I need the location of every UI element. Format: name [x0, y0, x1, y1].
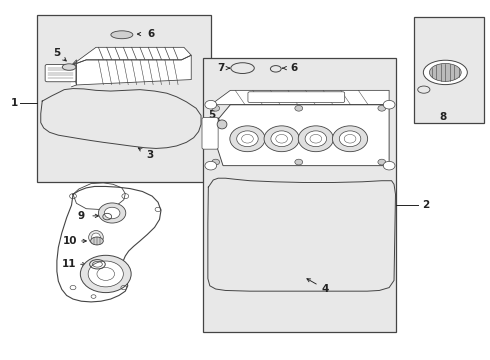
Ellipse shape [91, 237, 103, 245]
Circle shape [230, 126, 265, 152]
Polygon shape [211, 90, 389, 105]
Bar [203, 58, 396, 332]
Circle shape [378, 159, 386, 165]
Bar [414, 17, 485, 123]
Polygon shape [72, 60, 76, 87]
Circle shape [383, 100, 395, 109]
Circle shape [237, 131, 258, 147]
Circle shape [205, 100, 217, 109]
Circle shape [298, 126, 333, 152]
Ellipse shape [423, 60, 467, 85]
FancyBboxPatch shape [202, 118, 218, 149]
Circle shape [305, 131, 327, 147]
Polygon shape [72, 47, 191, 65]
Ellipse shape [89, 230, 103, 244]
Circle shape [264, 126, 299, 152]
Circle shape [295, 159, 303, 165]
Circle shape [271, 131, 293, 147]
Circle shape [383, 161, 395, 170]
Text: 5: 5 [208, 111, 216, 121]
Ellipse shape [92, 233, 100, 242]
FancyBboxPatch shape [45, 64, 76, 82]
Text: 11: 11 [62, 259, 76, 269]
Text: 6: 6 [147, 29, 155, 39]
Circle shape [98, 203, 126, 223]
Ellipse shape [111, 31, 133, 39]
Circle shape [295, 105, 303, 111]
Circle shape [339, 131, 361, 147]
Text: 8: 8 [440, 112, 447, 122]
Text: 7: 7 [217, 63, 224, 73]
Bar [37, 15, 211, 182]
Text: 6: 6 [290, 63, 297, 73]
Ellipse shape [217, 120, 227, 129]
Polygon shape [72, 55, 191, 85]
Text: 3: 3 [146, 150, 153, 160]
Ellipse shape [62, 64, 76, 70]
FancyBboxPatch shape [248, 92, 344, 103]
Text: 4: 4 [322, 284, 329, 294]
Circle shape [212, 159, 220, 165]
Circle shape [205, 161, 217, 170]
Text: 10: 10 [63, 236, 77, 246]
Text: 1: 1 [11, 98, 18, 108]
Polygon shape [211, 105, 389, 166]
Ellipse shape [429, 63, 461, 81]
Circle shape [80, 255, 131, 293]
Text: 2: 2 [422, 200, 429, 210]
Text: 5: 5 [53, 48, 60, 58]
Circle shape [212, 105, 220, 111]
Circle shape [104, 207, 120, 219]
Circle shape [332, 126, 368, 152]
Circle shape [378, 105, 386, 111]
Polygon shape [57, 186, 161, 302]
Circle shape [88, 261, 123, 287]
Text: 9: 9 [78, 211, 85, 221]
